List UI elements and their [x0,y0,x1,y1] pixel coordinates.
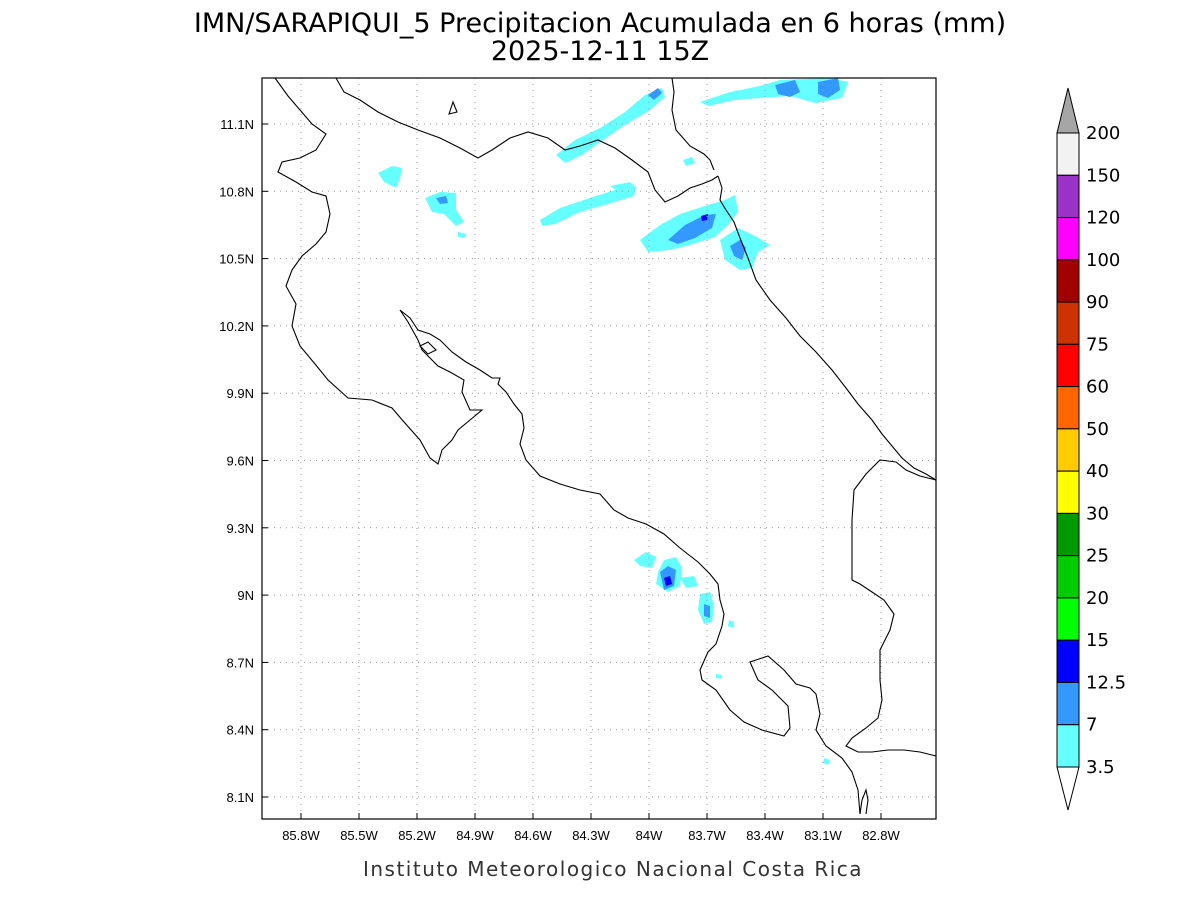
lon-tick-label: 85.5W [340,828,378,843]
lat-tick-label: 10.5N [219,252,254,267]
lat-tick-label: 9.9N [227,386,254,401]
lon-tick-label: 83.4W [746,828,784,843]
colorbar-swatch [1056,555,1080,599]
colorbar-label: 150 [1086,165,1120,186]
precipitation-field [378,78,848,765]
precip-area-3.5 [683,157,695,166]
colorbar-swatch [1056,174,1080,219]
colorbar-label: 12.5 [1086,672,1126,693]
precip-area-12.5 [664,576,672,586]
colorbar-swatch [1056,470,1080,514]
precip-area-7 [818,78,840,98]
lat-tick-label: 11.1N [220,117,254,132]
precip-area-3.5 [556,88,665,163]
precip-area-3.5 [540,186,636,226]
colorbar-swatch [1056,639,1080,683]
precip-area-3.5 [823,758,830,765]
lon-tick-label: 84W [636,828,663,843]
isla-chira [419,341,437,355]
colorbar-swatch [1056,681,1080,726]
precip-area-7 [436,196,448,204]
precip-area-7 [730,240,746,260]
lon-tick-label: 84.3W [572,828,610,843]
colorbar-min-triangle [1056,766,1080,811]
map-title: IMN/SARAPIQUI_5 Precipitacion Acumulada … [194,8,1006,39]
caribbean-coast-north [671,77,715,171]
precip-area-12.5 [701,214,708,221]
colorbar-label: 30 [1086,503,1109,524]
caribbean-coast [717,175,937,481]
costa-rica-panama-border [845,459,937,757]
colorbar-swatch [1056,512,1080,557]
lat-tick-label: 10.2N [219,319,254,334]
lat-tick-label: 8.1N [227,790,254,805]
map-valid-time: 2025-12-11 15Z [491,36,709,67]
burica-peninsula [859,788,869,815]
precip-area-3.5 [378,166,402,188]
lat-tick-label: 8.7N [227,655,254,670]
precip-area-3.5 [680,576,698,588]
precip-area-3.5 [728,620,734,628]
colorbar-swatch [1056,724,1080,768]
credit-text: Instituto Meteorologico Nacional Costa R… [363,857,863,881]
precip-area-7 [775,80,800,97]
colorbar-swatch [1056,343,1080,388]
colorbar-label: 75 [1086,334,1109,355]
lat-tick-label: 9N [237,588,254,603]
lon-tick-label: 85.2W [398,828,436,843]
gulf-of-nicoya-coast [399,309,861,815]
colorbar-label: 60 [1086,377,1109,398]
lat-tick-label: 9.6N [227,454,254,469]
precip-area-7 [648,88,662,100]
precip-area-7 [704,604,710,618]
lat-tick-label: 8.4N [227,723,254,738]
colorbar-max-triangle [1056,87,1080,134]
lat-tick-label: 9.3N [227,521,254,536]
colorbar-label: 7 [1086,715,1097,736]
colorbar-swatch [1056,386,1080,430]
precip-area-3.5 [634,552,656,568]
longitude-tick-labels: 85.8W 85.5W 85.2W 84.9W 84.6W 84.3W 84W 83.7W 83… [282,813,901,843]
latitude-tick-labels: 11.1N 10.8N 10.5N 10.2N 9.9N 9.6N 9.3N 9N 8.7N 8.… [219,117,268,805]
precip-area-3.5 [610,182,636,192]
precip-area-3.5 [458,232,466,238]
precip-area-7 [668,214,716,244]
lon-tick-label: 83.7W [688,828,726,843]
colorbar-label: 90 [1086,292,1109,313]
colorbar-swatch [1056,132,1080,176]
map-panel [261,77,937,820]
precip-area-3.5 [700,78,848,106]
lon-tick-label: 84.6W [514,828,552,843]
colorbar-label: 200 [1086,123,1120,144]
lat-tick-label: 10.8N [219,184,254,199]
colorbar-label: 25 [1086,546,1109,567]
lon-tick-label: 83.1W [804,828,842,843]
colorbar-swatch [1056,301,1080,345]
colorbar-label: 120 [1086,208,1120,229]
colorbar-label: 100 [1086,250,1120,271]
lon-tick-label: 82.8W [862,828,900,843]
pacific-coast-north [274,77,484,465]
lake-nicaragua-islet [448,100,458,115]
colorbar-label: 50 [1086,419,1109,440]
nicaragua-costa-rica-border [335,77,719,203]
map-frame [261,77,937,820]
precip-area-3.5 [716,674,722,679]
colorbar-swatch [1056,259,1080,303]
colorbar-label: 15 [1086,630,1109,651]
lon-tick-label: 84.9W [456,828,494,843]
colorbar-swatch [1056,217,1080,261]
precipitation-colorbar: 200 150 120 100 90 75 60 50 40 30 25 20 15 12.5 7 3.5 [1056,87,1126,811]
lon-tick-label: 85.8W [282,828,320,843]
colorbar-label: 40 [1086,461,1109,482]
lat-lon-grid [262,78,936,819]
coastlines-and-borders [274,77,937,815]
colorbar-swatch [1056,428,1080,472]
colorbar-swatch [1056,597,1080,641]
precip-area-3.5 [425,192,464,226]
colorbar-label: 3.5 [1086,757,1115,778]
colorbar-label: 20 [1086,588,1109,609]
